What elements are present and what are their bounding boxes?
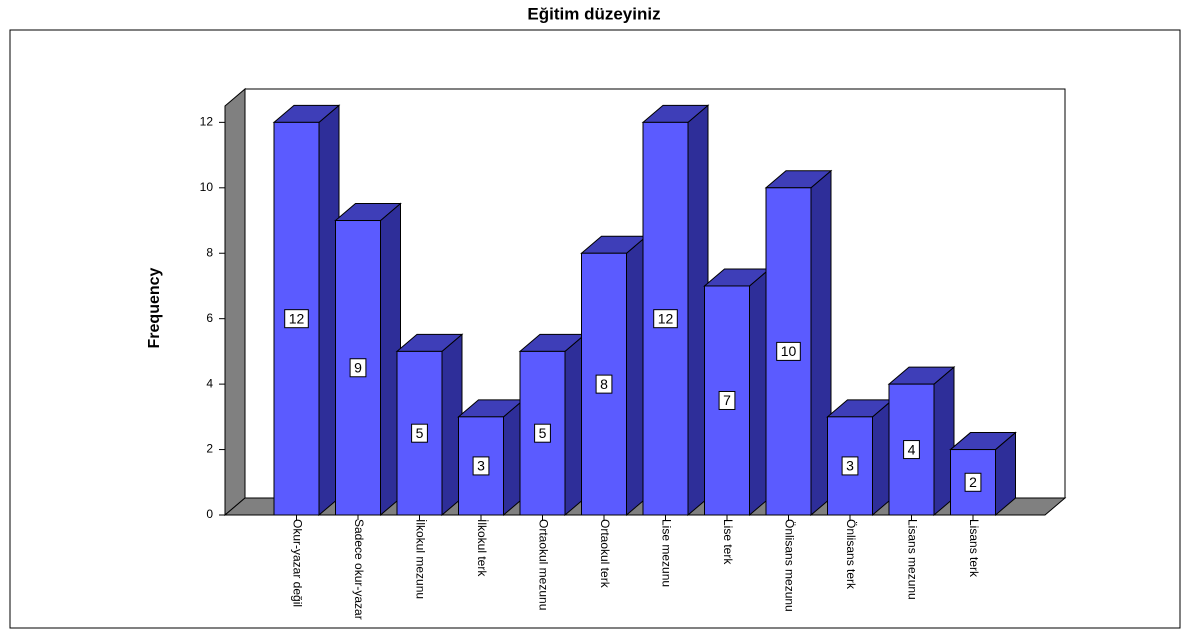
x-tick-label: Lise terk bbox=[721, 519, 735, 565]
bar bbox=[580, 235, 648, 517]
y-tick-label: 10 bbox=[200, 180, 214, 194]
value-label: 3 bbox=[846, 458, 854, 474]
x-tick-label: Sadece okur-yazar bbox=[352, 519, 366, 620]
y-axis-label: Frequency bbox=[146, 267, 163, 348]
x-tick-label: Ortaokul terk bbox=[598, 519, 612, 589]
value-label: 8 bbox=[600, 376, 608, 392]
value-label: 5 bbox=[539, 425, 547, 441]
y-tick-label: 4 bbox=[206, 376, 213, 390]
value-label: 7 bbox=[723, 392, 731, 408]
bar bbox=[949, 431, 1017, 517]
value-label: 10 bbox=[781, 343, 797, 359]
x-tick-label: Önlisans mezunu bbox=[782, 519, 796, 612]
x-tick-label: Ortaokul mezunu bbox=[536, 519, 550, 610]
x-tick-label: Lise mezunu bbox=[659, 519, 673, 587]
value-label-box bbox=[964, 472, 982, 492]
bar bbox=[887, 366, 956, 517]
value-label-box bbox=[411, 423, 428, 443]
bar bbox=[826, 398, 894, 517]
value-label: 9 bbox=[354, 359, 362, 375]
value-label-box bbox=[595, 374, 613, 394]
x-tick-label: İlkokul mezunu bbox=[413, 519, 427, 599]
bar bbox=[764, 169, 833, 517]
x-tick-label: Okur-yazar değil bbox=[290, 519, 304, 607]
value-label-box bbox=[472, 456, 490, 476]
x-tick-label: İlkokul terk bbox=[475, 519, 489, 577]
x-tick-label: Lisans mezunu bbox=[905, 519, 919, 600]
y-tick-label: 6 bbox=[206, 311, 213, 325]
bar bbox=[703, 267, 771, 517]
chart-title: Eğitim düzeyiniz bbox=[527, 4, 660, 23]
bar bbox=[518, 333, 587, 517]
value-label: 4 bbox=[908, 441, 916, 457]
bar bbox=[457, 398, 525, 517]
value-label-box bbox=[776, 341, 801, 361]
value-label-box bbox=[841, 456, 859, 476]
y-tick-label: 12 bbox=[200, 115, 214, 129]
value-label: 5 bbox=[416, 425, 424, 441]
value-label: 12 bbox=[658, 310, 674, 326]
bar bbox=[395, 333, 464, 517]
y-tick-label: 8 bbox=[206, 245, 213, 259]
x-tick-label: Lisans terk bbox=[967, 519, 981, 578]
y-tick-label: 2 bbox=[206, 442, 213, 456]
y-tick-label: 0 bbox=[206, 507, 213, 521]
value-label: 3 bbox=[477, 458, 485, 474]
value-label-box bbox=[718, 390, 736, 410]
value-label-box bbox=[653, 309, 678, 329]
value-label: 12 bbox=[289, 310, 305, 326]
value-label-box bbox=[534, 423, 551, 443]
bar bbox=[334, 202, 402, 517]
value-label-box bbox=[284, 309, 309, 329]
value-label: 2 bbox=[969, 474, 977, 490]
value-label-box bbox=[349, 358, 367, 378]
value-label-box bbox=[903, 440, 920, 460]
x-tick-label: Önlisans terk bbox=[844, 519, 858, 590]
side-wall bbox=[224, 87, 246, 517]
